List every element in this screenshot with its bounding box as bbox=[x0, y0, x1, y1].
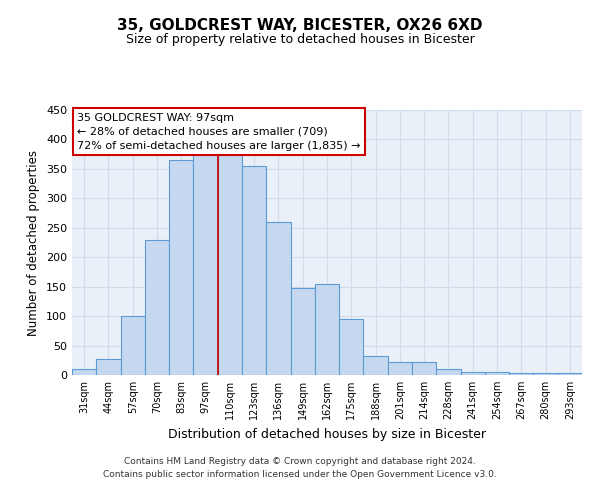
Bar bbox=[509, 373, 533, 375]
Text: 35 GOLDCREST WAY: 97sqm
← 28% of detached houses are smaller (709)
72% of semi-d: 35 GOLDCREST WAY: 97sqm ← 28% of detache… bbox=[77, 112, 361, 150]
X-axis label: Distribution of detached houses by size in Bicester: Distribution of detached houses by size … bbox=[168, 428, 486, 440]
Y-axis label: Number of detached properties: Number of detached properties bbox=[28, 150, 40, 336]
Bar bbox=[533, 373, 558, 375]
Bar bbox=[485, 372, 509, 375]
Bar bbox=[242, 166, 266, 375]
Bar bbox=[193, 154, 218, 375]
Bar bbox=[290, 288, 315, 375]
Text: Size of property relative to detached houses in Bicester: Size of property relative to detached ho… bbox=[125, 32, 475, 46]
Bar bbox=[558, 373, 582, 375]
Bar bbox=[218, 154, 242, 375]
Bar bbox=[412, 362, 436, 375]
Bar bbox=[145, 240, 169, 375]
Bar bbox=[388, 362, 412, 375]
Text: Contains HM Land Registry data © Crown copyright and database right 2024.: Contains HM Land Registry data © Crown c… bbox=[124, 458, 476, 466]
Text: Contains public sector information licensed under the Open Government Licence v3: Contains public sector information licen… bbox=[103, 470, 497, 479]
Bar bbox=[72, 369, 96, 375]
Bar bbox=[461, 372, 485, 375]
Bar bbox=[169, 160, 193, 375]
Bar bbox=[364, 356, 388, 375]
Text: 35, GOLDCREST WAY, BICESTER, OX26 6XD: 35, GOLDCREST WAY, BICESTER, OX26 6XD bbox=[117, 18, 483, 32]
Bar bbox=[121, 316, 145, 375]
Bar bbox=[436, 369, 461, 375]
Bar bbox=[266, 222, 290, 375]
Bar bbox=[315, 284, 339, 375]
Bar bbox=[339, 319, 364, 375]
Bar bbox=[96, 359, 121, 375]
